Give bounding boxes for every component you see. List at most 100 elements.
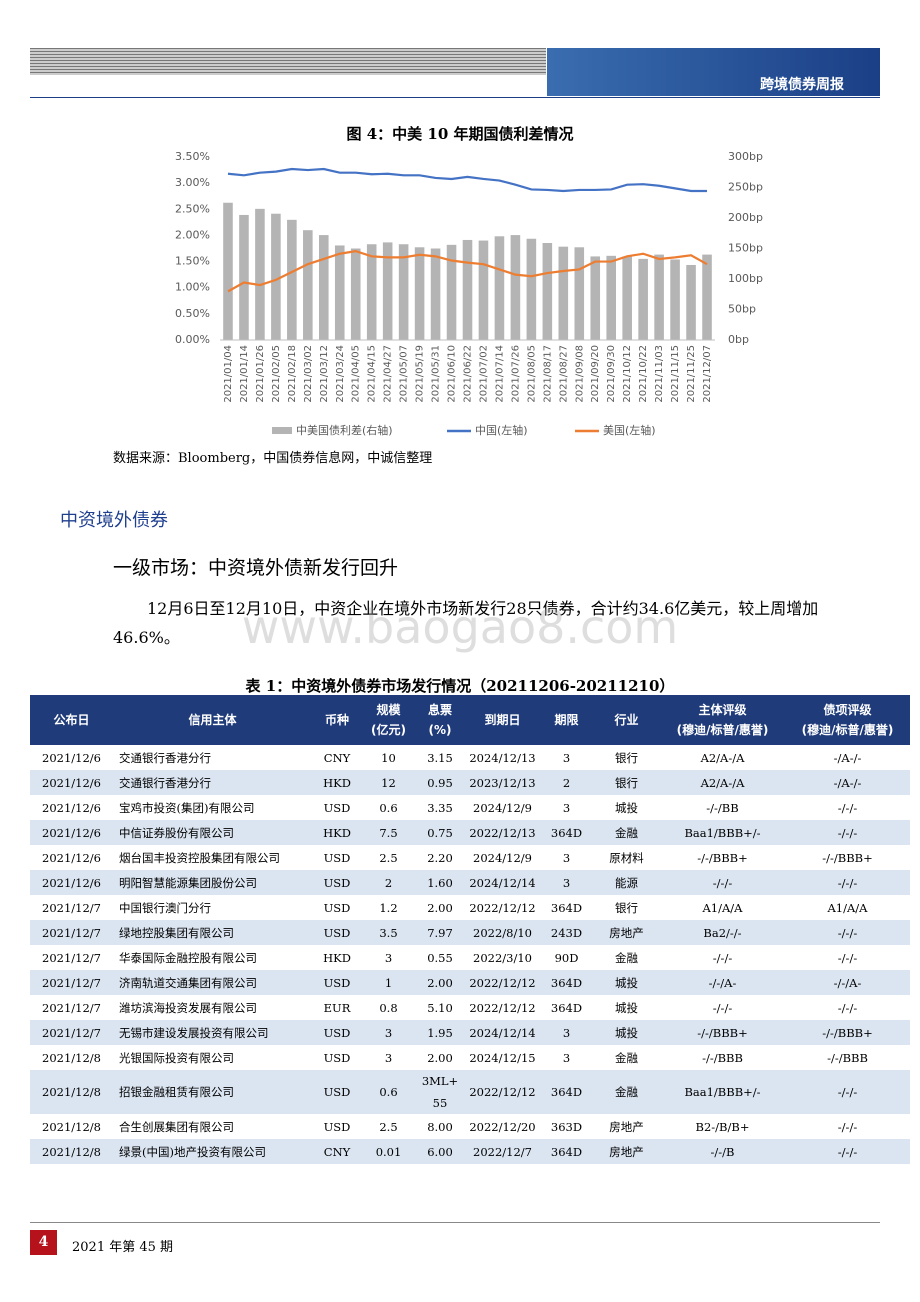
table-cell: 3 <box>362 1020 415 1045</box>
bar <box>542 243 553 340</box>
bar <box>590 256 601 340</box>
table-cell: A1/A/A <box>827 900 868 915</box>
table-cell: 0.8 <box>379 1000 398 1015</box>
table-cell: A1/A/A <box>702 900 743 915</box>
table-cell: 1.2 <box>379 900 398 915</box>
table-cell: -/-/B <box>660 1139 785 1164</box>
line <box>227 249 708 293</box>
y-tick-label: 1.00% <box>175 281 210 294</box>
table-cell: 房地产 <box>593 920 660 945</box>
table-cell: 招银金融租赁有限公司 <box>113 1070 312 1114</box>
table-cell: 364D <box>550 900 583 915</box>
chart: 0.00% 0.50% 1.00% 1.50% 2.00% 2.50% 3.00% 3.50%… <box>175 150 763 437</box>
table-cell: 5.10 <box>427 1000 453 1015</box>
x-tick-label: 2021/06/22 <box>463 345 474 403</box>
table-cell: 2022/3/10 <box>473 950 532 965</box>
table-cell: -/-/- <box>837 950 858 965</box>
table-cell: 2 <box>362 870 415 895</box>
table-cell: 3 <box>540 1020 593 1045</box>
table-cell: 3.35 <box>427 800 453 815</box>
y-tick-label: 0.50% <box>175 307 210 320</box>
table-cell: 2023/12/13 <box>465 770 540 795</box>
table-cell: 城投 <box>615 1000 638 1015</box>
table-cell: 3.5 <box>362 920 415 945</box>
table-cell: 2021/12/8 <box>30 1070 113 1114</box>
y2-tick-label: 300bp <box>728 150 763 163</box>
table-cell: 绿景(中国)地产投资有限公司 <box>113 1139 312 1164</box>
table-row: 2021/12/7 绿地控股集团有限公司 USD 3.5 7.97 2022/8/10 24… <box>30 920 910 945</box>
table-cell: 城投 <box>593 970 660 995</box>
bond-table: 公布日 信用主体 币种 规模 (亿元) 息票 (%) 到期日 期限 行业 主体评级 (穆迪/标普… <box>30 695 910 1164</box>
table-cell: 金融 <box>593 820 660 845</box>
table-cell: A2/A-/A <box>700 750 745 765</box>
table-cell: 金融 <box>615 950 638 965</box>
watermark: www.baogao8.com <box>241 600 679 654</box>
table-cell: 2022/8/10 <box>465 920 540 945</box>
bar <box>398 244 409 340</box>
table-cell: -/-/- <box>712 950 733 965</box>
table-cell: 2024/12/14 <box>465 1020 540 1045</box>
table-cell: 2021/12/7 <box>42 900 101 915</box>
table-cell: 3.15 <box>427 750 453 765</box>
table-cell: 7.97 <box>415 920 465 945</box>
table-cell: 2022/12/12 <box>465 970 540 995</box>
table-cell: 364D <box>540 820 593 845</box>
table-row: 2021/12/7 华泰国际金融控股有限公司 HKD 3 0.55 2022/3/10 90… <box>30 945 910 970</box>
table-cell: CNY <box>323 750 351 765</box>
line <box>227 167 708 193</box>
table-cell: 243D <box>540 920 593 945</box>
table-row: 2021/12/8 光银国际投资有限公司 USD 3 2.00 2024/12/15 3 金融… <box>30 1045 910 1070</box>
paragraph: 12月6日至12月10日，中资企业在境外市场新发行28只债券，合计约34.6亿美… <box>113 599 819 647</box>
bar <box>462 239 473 340</box>
table-cell: 0.6 <box>379 800 398 815</box>
column-header: 主体评级 (穆迪/标普/惠誉) <box>660 695 785 745</box>
x-tick-label: 2021/04/15 <box>367 345 378 403</box>
x-tick-label: 2021/01/26 <box>255 345 266 403</box>
table-cell: 银行 <box>615 900 638 915</box>
header-stripes <box>30 48 546 75</box>
x-tick-label: 2021/05/19 <box>415 345 426 403</box>
table-cell: 2024/12/9 <box>473 800 532 815</box>
x-tick-label: 2021/11/25 <box>686 345 697 403</box>
x-tick-label: 2021/11/15 <box>670 345 681 403</box>
x-tick-label: 2021/08/17 <box>542 345 553 403</box>
table-cell: 明阳智慧能源集团股份公司 <box>113 870 312 895</box>
table-cell: USD <box>323 850 351 865</box>
table-row: 2021/12/8 招银金融租赁有限公司 USD 0.6 3ML+ 55 2022/12/… <box>30 1070 910 1114</box>
table-cell: -/-/BBB+ <box>697 850 748 865</box>
x-tick-label: 2021/11/03 <box>654 345 665 403</box>
column-header: 息票 (%) <box>415 695 465 745</box>
y2-tick-label: 250bp <box>728 181 763 194</box>
x-tick-label: 2021/06/10 <box>447 345 458 403</box>
y2-tick-label: 100bp <box>728 272 763 285</box>
table-cell: 交通银行香港分行 <box>119 750 211 765</box>
legend-label: 美国(左轴) <box>603 423 656 437</box>
table-cell: 金融 <box>593 1070 660 1114</box>
y2-tick-label: 0bp <box>728 333 749 346</box>
bar <box>366 244 377 340</box>
table-cell: USD <box>312 1020 362 1045</box>
table-cell: HKD <box>312 820 362 845</box>
table-cell: 光银国际投资有限公司 <box>119 1050 234 1065</box>
bar <box>319 235 329 340</box>
table-cell: 2021/12/6 <box>42 800 101 815</box>
table-cell: -/-/- <box>785 820 910 845</box>
table-row: 2021/12/6 中信证券股份有限公司 HKD 7.5 0.75 2022/12/13 3… <box>30 820 910 845</box>
x-tick-label: 2021/12/07 <box>702 345 713 403</box>
x-tick-label: 2021/07/26 <box>510 345 521 403</box>
x-tick-label: 2021/02/05 <box>271 345 282 403</box>
table-row: 2021/12/7 济南轨道交通集团有限公司 USD 1 2.00 2022/12/12 3… <box>30 970 910 995</box>
table-cell: -/-/- <box>660 870 785 895</box>
bar <box>223 202 233 340</box>
table-cell: 2021/12/8 <box>42 1119 101 1134</box>
table-cell: 90D <box>554 950 579 965</box>
table-cell: 1.60 <box>415 870 465 895</box>
table-cell: 0.95 <box>415 770 465 795</box>
table-row: 2021/12/6 宝鸡市投资(集团)有限公司 USD 0.6 3.35 2024/12/… <box>30 795 910 820</box>
x-tick-label: 2021/08/27 <box>558 345 569 403</box>
column-header: 公布日 <box>30 695 113 745</box>
y2-tick-label: 50bp <box>728 303 756 316</box>
table-cell: Baa1/BBB+/- <box>660 1070 785 1114</box>
y2-tick-label: 150bp <box>728 242 763 255</box>
